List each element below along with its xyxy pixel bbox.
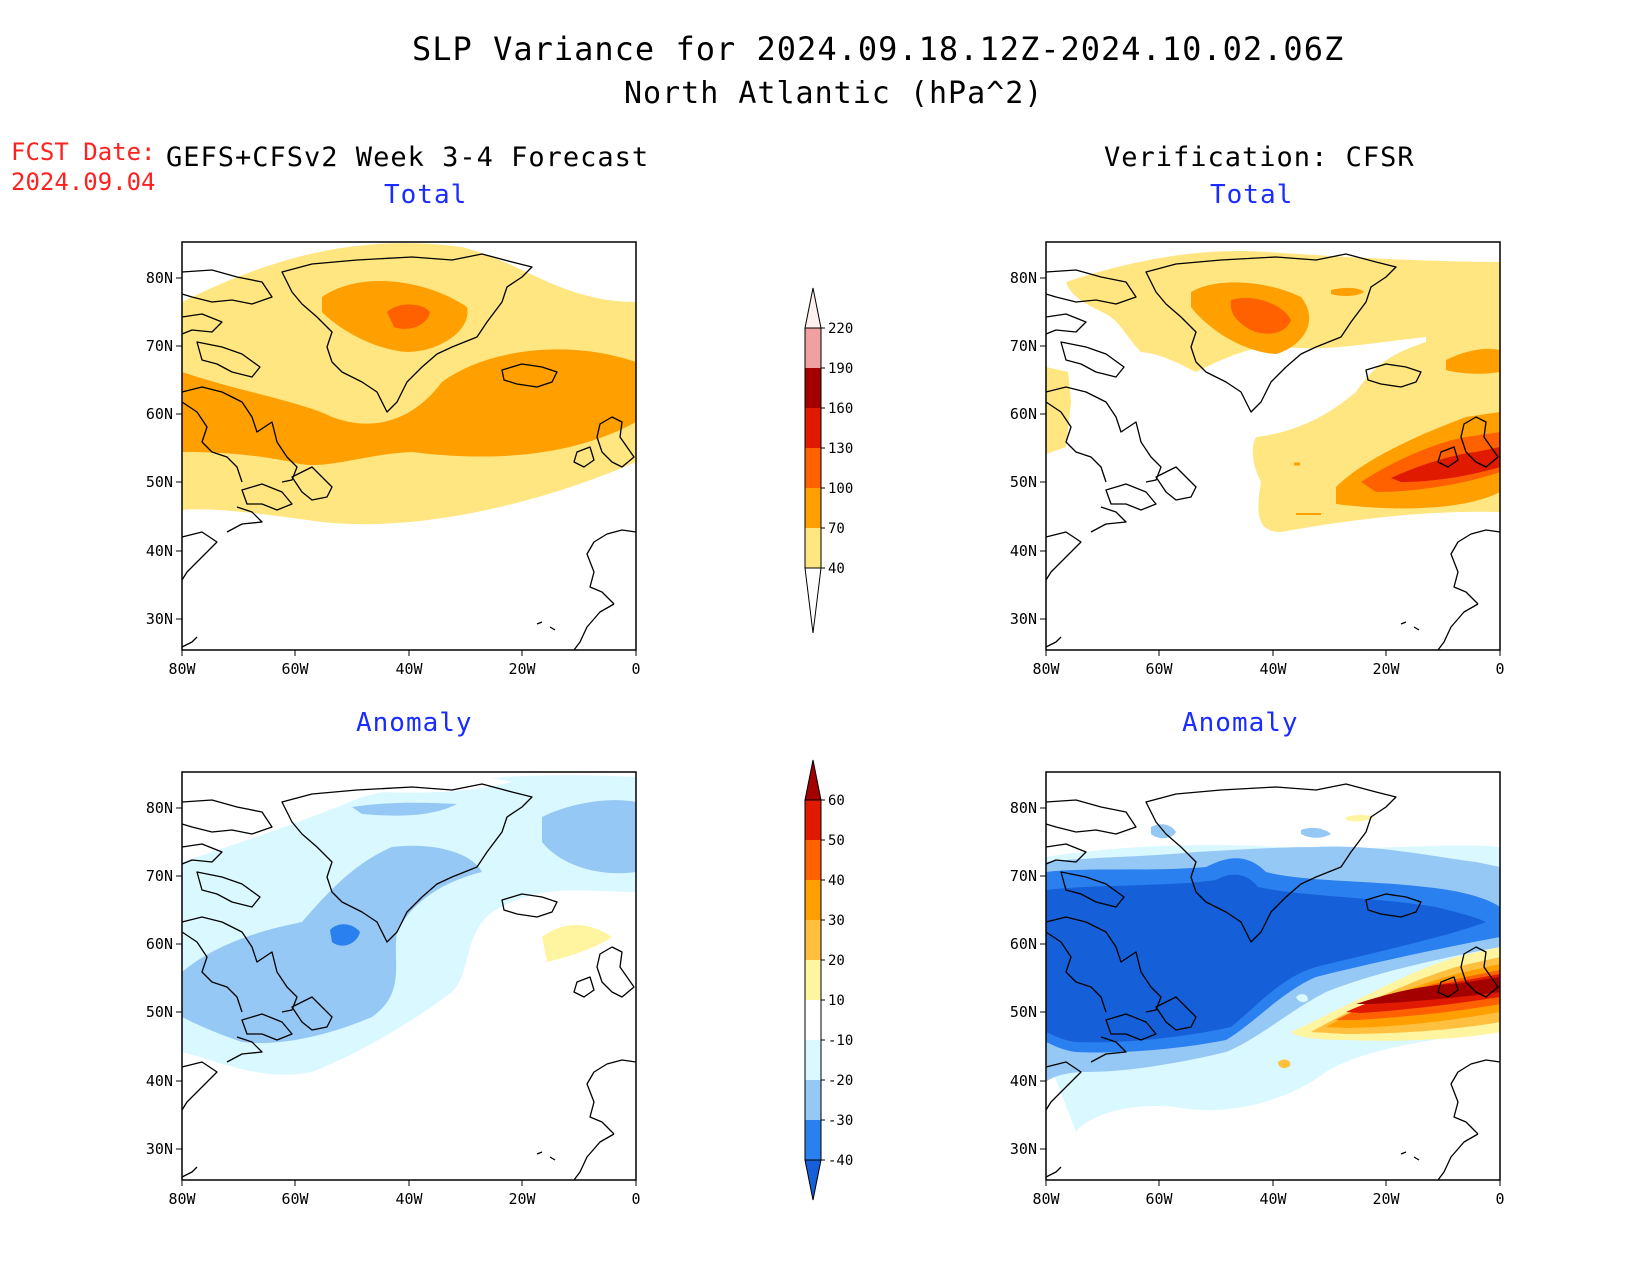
lat-tick-label: 50N [1010, 1003, 1037, 1021]
anomaly-colorbar-segment [805, 1120, 821, 1160]
anomaly-colorbar-label: -10 [828, 1033, 853, 1049]
anomaly-colorbar-label: 50 [828, 833, 845, 849]
anomaly-colorbar-segment [805, 1000, 821, 1040]
lat-tick-label: 60N [1010, 405, 1037, 423]
lat-tick-label: 30N [146, 610, 173, 628]
anomaly-colorbar-label: 10 [828, 993, 845, 1009]
lon-tick-label: 20W [1372, 660, 1400, 678]
total-colorbar-segment [805, 488, 821, 528]
lat-tick-label: 30N [1010, 1140, 1037, 1158]
anomaly-colorbar-min-arrow [804, 1159, 822, 1201]
lat-tick-label: 40N [146, 1072, 173, 1090]
lat-tick-label: 80N [1010, 799, 1037, 817]
lat-tick-label: 40N [1010, 1072, 1037, 1090]
lat-tick-label: 70N [146, 337, 173, 355]
total-colorbar-label: 160 [828, 401, 853, 417]
anomaly-colorbar-label: 60 [828, 793, 845, 809]
total-colorbar-label: 190 [828, 361, 853, 377]
lat-tick-label: 80N [146, 799, 173, 817]
lon-tick-label: 60W [1145, 1190, 1173, 1208]
total-colorbar-segment [805, 448, 821, 488]
anomaly-colorbar-label: -40 [828, 1153, 853, 1169]
lat-tick-label: 30N [146, 1140, 173, 1158]
lon-tick-label: 40W [395, 660, 423, 678]
lon-tick-label: 60W [1145, 660, 1173, 678]
anomaly-colorbar-segment [805, 880, 821, 920]
lat-tick-label: 60N [1010, 935, 1037, 953]
total-colorbar-label: 220 [828, 321, 853, 337]
lat-tick-label: 80N [1010, 269, 1037, 287]
lat-tick-label: 70N [1010, 337, 1037, 355]
main-title: SLP Variance for 2024.09.18.12Z-2024.10.… [412, 30, 1345, 68]
ver-total-panel-title: Total [1210, 180, 1294, 210]
total-colorbar-label: 100 [828, 481, 853, 497]
lon-tick-label: 0 [1495, 1190, 1504, 1208]
lon-tick-label: 60W [281, 660, 309, 678]
anomaly-colorbar-label: -20 [828, 1073, 853, 1089]
lon-tick-label: 0 [1495, 660, 1504, 678]
anomaly-colorbar-segment [805, 920, 821, 960]
lon-tick-label: 80W [1032, 1190, 1060, 1208]
lat-tick-label: 70N [146, 867, 173, 885]
lon-tick-label: 40W [1259, 1190, 1287, 1208]
lon-tick-label: 60W [281, 1190, 309, 1208]
anomaly-colorbar-segment [805, 840, 821, 880]
total-colorbar-segment [805, 408, 821, 448]
anomaly-colorbar-label: 40 [828, 873, 845, 889]
lat-tick-label: 80N [146, 269, 173, 287]
total-colorbar-label: 40 [828, 561, 845, 577]
anomaly-colorbar-label: -30 [828, 1113, 853, 1129]
ver-anomaly-panel-title: Anomaly [1182, 708, 1299, 738]
fcst-anomaly-panel-title: Anomaly [356, 708, 473, 738]
lon-tick-label: 80W [168, 660, 196, 678]
lat-tick-label: 60N [146, 405, 173, 423]
lon-tick-label: 20W [508, 1190, 536, 1208]
total-colorbar-segment [805, 368, 821, 408]
anomaly-colorbar-label: 20 [828, 953, 845, 969]
main-subtitle: North Atlantic (hPa^2) [624, 76, 1044, 111]
lon-tick-label: 40W [395, 1190, 423, 1208]
forecast-column-title: GEFS+CFSv2 Week 3-4 Forecast [166, 142, 650, 173]
anomaly-colorbar-segment [805, 800, 821, 840]
lon-tick-label: 0 [631, 1190, 640, 1208]
lat-tick-label: 60N [146, 935, 173, 953]
total-colorbar-segment [805, 328, 821, 368]
lon-tick-label: 0 [631, 660, 640, 678]
verification-column-title: Verification: CFSR [1104, 142, 1415, 173]
total-colorbar-label: 70 [828, 521, 845, 537]
total-colorbar-min-arrow [804, 567, 822, 634]
total-colorbar-segment [805, 528, 821, 568]
forecast-date-label: FCST Date: [11, 138, 156, 166]
forecast-date-value: 2024.09.04 [11, 168, 156, 196]
anomaly-colorbar-segment [805, 1080, 821, 1120]
lat-tick-label: 40N [146, 542, 173, 560]
anomaly-colorbar-segment [805, 960, 821, 1000]
lon-tick-label: 20W [1372, 1190, 1400, 1208]
lat-tick-label: 30N [1010, 610, 1037, 628]
lat-tick-label: 70N [1010, 867, 1037, 885]
lat-tick-label: 40N [1010, 542, 1037, 560]
fcst-total-panel-title: Total [384, 180, 468, 210]
total-colorbar-label: 130 [828, 441, 853, 457]
anomaly-colorbar-label: 30 [828, 913, 845, 929]
lon-tick-label: 80W [1032, 660, 1060, 678]
anomaly-colorbar-segment [805, 1040, 821, 1080]
lat-tick-label: 50N [146, 1003, 173, 1021]
total-colorbar-max-arrow [804, 287, 822, 329]
lat-tick-label: 50N [1010, 473, 1037, 491]
lon-tick-label: 80W [168, 1190, 196, 1208]
anomaly-colorbar-max-arrow [804, 759, 822, 801]
lon-tick-label: 20W [508, 660, 536, 678]
lon-tick-label: 40W [1259, 660, 1287, 678]
lat-tick-label: 50N [146, 473, 173, 491]
